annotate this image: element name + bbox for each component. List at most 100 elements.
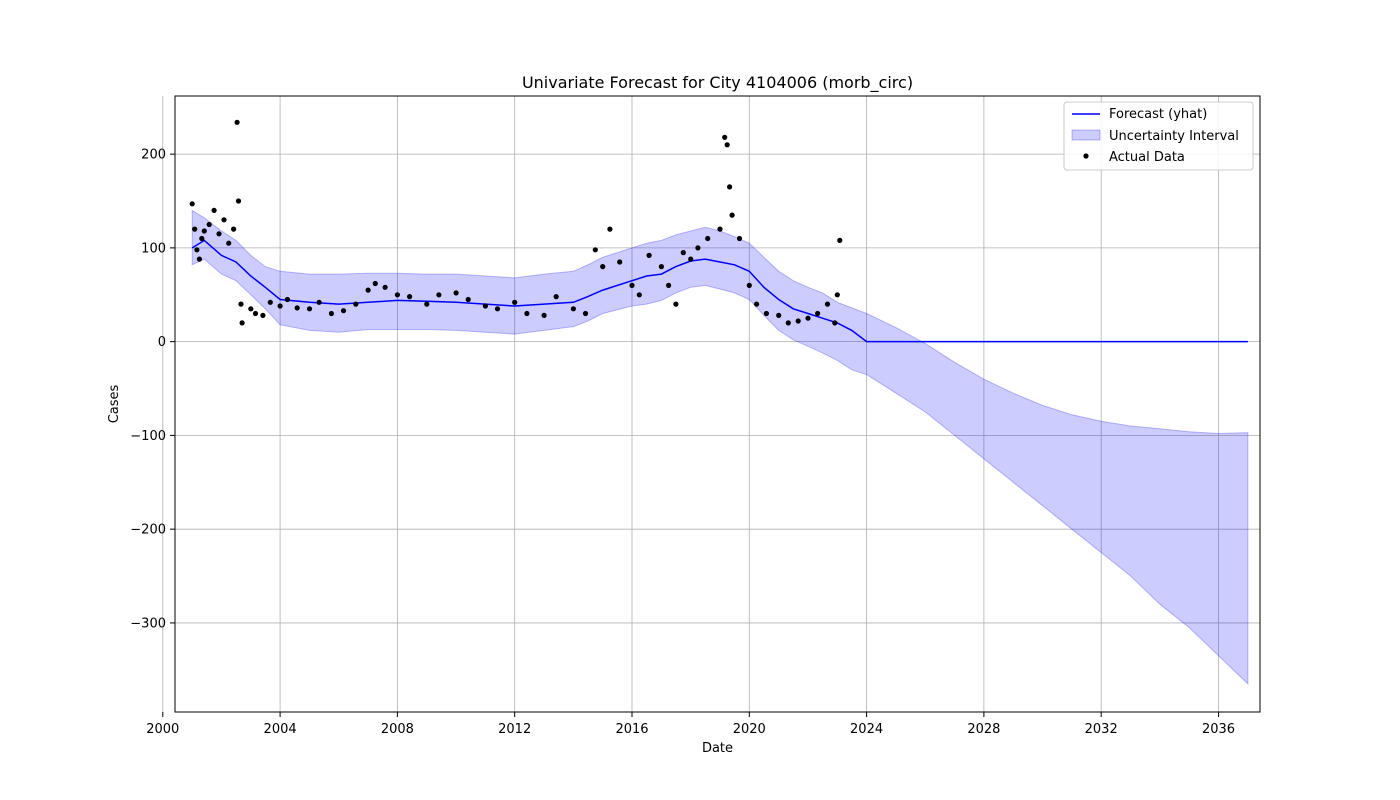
actual-data-point — [328, 310, 334, 317]
actual-data-point — [785, 320, 791, 326]
actual-data-point — [382, 284, 388, 290]
actual-data-point — [541, 312, 547, 318]
actual-data-point — [729, 212, 735, 218]
actual-data-point — [592, 247, 598, 253]
actual-data-point — [695, 245, 701, 251]
actual-data-point — [582, 310, 589, 317]
actual-data-point — [776, 312, 782, 318]
x-tick-label: 2032 — [1085, 722, 1118, 737]
actual-data-point — [763, 310, 770, 317]
actual-data-point — [372, 280, 378, 287]
actual-data-point — [306, 306, 313, 312]
actual-data-point — [235, 198, 242, 204]
x-tick-label: 2024 — [850, 722, 883, 737]
x-tick-label: 2016 — [615, 722, 648, 737]
forecast-line — [191, 239, 1248, 343]
actual-data-point — [834, 292, 840, 298]
actual-data-point — [453, 290, 459, 296]
y-axis-label: Cases — [107, 384, 122, 423]
actual-data-point — [424, 301, 430, 307]
actual-data-point — [570, 306, 577, 312]
actual-data-point — [194, 247, 200, 253]
actual-data-point — [316, 299, 322, 305]
actual-data-point — [736, 235, 743, 242]
actual-data-point — [231, 226, 237, 232]
actual-data-point — [658, 264, 665, 270]
legend: Forecast (yhat) Uncertainty Interval Act… — [1063, 101, 1254, 171]
x-tick-label: 2004 — [264, 722, 297, 737]
actual-data-point — [238, 301, 244, 307]
actual-data-point — [353, 301, 359, 307]
actual-data-point — [189, 201, 195, 207]
legend-interval-label: Uncertainty Interval — [1109, 129, 1239, 144]
x-tick-label: 2028 — [967, 722, 1000, 737]
actual-data-point — [192, 226, 198, 232]
actual-data-point — [805, 315, 811, 321]
actual-data-point — [673, 301, 679, 307]
actual-data-point — [617, 259, 623, 265]
legend-actual-swatch — [1083, 153, 1089, 159]
actual-data-point — [221, 217, 227, 223]
actual-data-point — [646, 252, 652, 258]
actual-data-point — [201, 228, 207, 234]
actual-data-point — [824, 301, 831, 307]
actual-data-point — [216, 231, 222, 237]
actual-data-point — [340, 308, 347, 314]
x-tick-label: 2000 — [146, 722, 179, 737]
actual-data-point — [252, 310, 259, 317]
actual-data-point — [607, 226, 613, 232]
y-tick-label: 0 — [158, 335, 166, 350]
plot-frame — [174, 95, 1261, 713]
actual-data-point — [196, 256, 202, 262]
actual-data-point — [465, 296, 471, 303]
actual-data-point — [705, 235, 711, 242]
actual-data-point — [234, 119, 240, 125]
x-axis-ticks: 2000 2004 2008 2012 2016 2020 2024 2028 2032 2036 — [146, 712, 1235, 737]
actual-data-point — [206, 221, 212, 228]
actual-data-point — [722, 134, 728, 140]
actual-data-point — [436, 292, 442, 298]
actual-data-point — [260, 312, 266, 318]
actual-data-point — [277, 303, 283, 309]
x-tick-label: 2008 — [381, 722, 414, 737]
actual-data-point — [267, 299, 273, 305]
actual-data-point — [717, 226, 723, 232]
actual-data-points — [189, 119, 843, 326]
y-tick-label: −100 — [130, 429, 166, 444]
actual-data-point — [666, 282, 672, 288]
legend-actual-label: Actual Data — [1109, 150, 1185, 165]
actual-data-point — [512, 299, 518, 305]
actual-data-point — [837, 237, 843, 243]
x-tick-label: 2012 — [498, 722, 531, 737]
y-tick-label: −300 — [130, 616, 166, 631]
y-tick-label: 200 — [141, 148, 166, 163]
actual-data-point — [407, 294, 413, 300]
legend-interval-swatch — [1071, 129, 1101, 141]
actual-data-point — [482, 303, 488, 309]
actual-data-point — [294, 305, 300, 311]
actual-data-point — [365, 287, 371, 293]
actual-data-point — [494, 306, 501, 312]
actual-data-point — [636, 292, 642, 298]
actual-data-point — [727, 184, 733, 190]
actual-data-point — [553, 294, 559, 300]
uncertainty-band — [191, 209, 1249, 686]
actual-data-point — [815, 310, 821, 317]
actual-data-point — [524, 310, 530, 317]
actual-data-point — [199, 235, 205, 242]
actual-data-point — [832, 320, 838, 326]
actual-data-point — [394, 292, 400, 298]
actual-data-point — [680, 250, 686, 256]
y-tick-label: −200 — [130, 523, 166, 538]
y-axis-ticks: 200 100 0 −100 −200 −300 — [130, 148, 175, 631]
actual-data-point — [226, 240, 232, 246]
legend-box — [1063, 101, 1254, 171]
actual-data-point — [795, 318, 801, 324]
x-tick-label: 2036 — [1202, 722, 1235, 737]
uncertainty-band-layer — [191, 209, 1249, 686]
y-tick-label: 100 — [141, 241, 166, 256]
forecast-line-layer — [191, 239, 1248, 343]
actual-data-point — [284, 296, 290, 303]
x-axis-label: Date — [702, 741, 733, 756]
actual-data-point — [629, 282, 635, 288]
